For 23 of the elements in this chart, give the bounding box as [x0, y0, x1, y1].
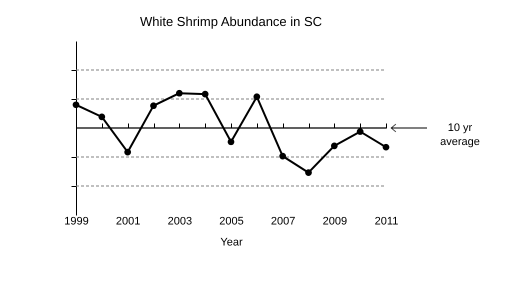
point [305, 169, 312, 176]
x-tick-label: 2009 [322, 216, 348, 228]
x-tick-label: 1999 [64, 216, 89, 228]
point [279, 152, 286, 160]
point [228, 138, 234, 146]
point [202, 90, 209, 98]
x-tick-label: 2011 [374, 216, 398, 228]
point [98, 114, 106, 120]
x-tick-label: 2003 [168, 216, 192, 228]
point [150, 102, 157, 110]
x-tick-label: 2007 [270, 216, 296, 228]
x-tick-label: 2001 [116, 216, 140, 228]
point [382, 144, 390, 151]
x-tick-label: 2005 [219, 216, 244, 228]
point [253, 93, 260, 100]
point [176, 90, 183, 97]
point [124, 148, 132, 156]
point [356, 128, 364, 135]
ref-line-label: 10 yr average [440, 122, 480, 148]
x-axis-title: Year [220, 236, 243, 248]
point [72, 101, 80, 108]
chart-title: White Shrimp Abundance in SC [140, 14, 322, 29]
point [330, 142, 338, 150]
